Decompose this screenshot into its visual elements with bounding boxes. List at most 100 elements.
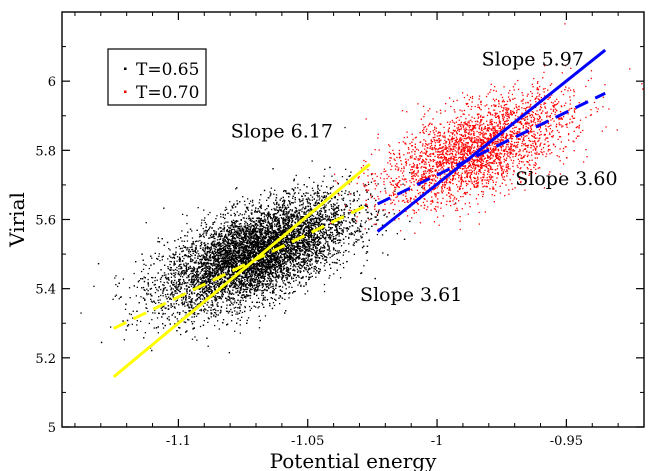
data-point xyxy=(271,229,273,231)
data-point xyxy=(333,253,336,255)
data-point xyxy=(286,207,288,209)
data-point xyxy=(348,221,351,223)
data-point xyxy=(306,246,308,248)
data-point xyxy=(316,241,318,243)
data-point xyxy=(239,275,241,277)
data-point xyxy=(284,219,287,221)
data-point xyxy=(219,261,222,263)
data-point xyxy=(189,296,191,298)
data-point xyxy=(269,273,272,275)
data-point xyxy=(319,218,321,220)
data-point xyxy=(288,238,290,240)
data-point xyxy=(193,316,195,318)
data-point xyxy=(267,224,269,227)
data-point xyxy=(226,255,228,257)
data-point xyxy=(245,275,247,277)
data-point xyxy=(213,315,215,317)
data-point xyxy=(144,332,146,334)
data-point xyxy=(289,265,292,267)
data-point xyxy=(261,292,263,294)
data-point xyxy=(185,295,187,297)
data-point xyxy=(202,254,204,256)
data-point xyxy=(147,310,149,313)
data-point xyxy=(319,197,321,199)
data-point xyxy=(318,223,320,225)
data-point xyxy=(310,272,312,274)
data-point xyxy=(296,213,298,216)
data-point xyxy=(323,231,325,233)
data-point xyxy=(275,263,278,266)
data-point xyxy=(270,217,272,220)
data-point xyxy=(309,258,311,260)
data-point xyxy=(251,205,253,207)
data-point xyxy=(180,333,182,336)
data-point xyxy=(211,286,213,288)
data-point xyxy=(258,245,260,247)
data-point xyxy=(293,188,295,191)
data-point xyxy=(189,289,191,291)
data-point xyxy=(221,271,224,273)
data-point xyxy=(243,226,246,228)
data-point xyxy=(249,283,251,285)
data-point xyxy=(279,276,281,278)
data-point xyxy=(169,285,171,287)
data-point xyxy=(191,237,194,239)
data-point xyxy=(335,242,337,245)
data-point xyxy=(264,268,266,270)
data-point xyxy=(238,248,240,250)
data-point xyxy=(300,209,302,211)
data-point xyxy=(284,226,286,228)
data-point xyxy=(286,245,288,247)
data-point xyxy=(259,269,261,271)
data-point xyxy=(292,292,294,294)
data-point xyxy=(246,288,249,290)
data-point xyxy=(247,287,249,289)
data-point xyxy=(169,298,171,300)
data-point xyxy=(222,239,224,241)
data-point xyxy=(178,313,181,315)
data-point xyxy=(136,286,138,288)
data-point xyxy=(253,230,255,232)
data-point xyxy=(204,302,206,304)
data-point xyxy=(270,223,272,225)
data-point xyxy=(259,289,261,291)
data-point xyxy=(256,234,258,236)
data-point xyxy=(297,187,299,189)
data-point xyxy=(346,227,348,229)
data-point xyxy=(268,254,271,257)
data-point xyxy=(285,254,288,256)
data-point xyxy=(208,248,211,250)
data-point xyxy=(231,284,233,286)
data-point xyxy=(236,229,238,231)
data-point xyxy=(309,247,311,249)
data-point xyxy=(334,249,337,252)
data-point xyxy=(233,248,235,250)
data-point xyxy=(340,214,342,217)
data-point xyxy=(294,199,296,201)
data-point xyxy=(289,282,292,285)
data-point xyxy=(291,221,293,224)
data-point xyxy=(325,230,327,232)
data-point xyxy=(169,249,171,251)
data-point xyxy=(183,246,185,248)
data-point xyxy=(132,317,134,319)
data-point xyxy=(277,221,279,223)
data-point xyxy=(185,247,187,249)
data-point xyxy=(178,290,180,292)
data-point xyxy=(353,234,355,236)
data-point xyxy=(153,301,156,303)
data-point xyxy=(341,176,344,178)
data-point xyxy=(252,264,254,266)
data-point xyxy=(358,198,360,200)
data-point xyxy=(326,216,328,218)
data-point xyxy=(287,252,289,254)
data-point xyxy=(258,230,261,232)
data-point xyxy=(310,231,312,233)
data-point xyxy=(326,249,328,251)
data-point xyxy=(225,260,227,262)
data-point xyxy=(277,266,279,268)
data-point xyxy=(267,215,270,217)
data-point xyxy=(215,286,217,288)
data-point xyxy=(223,279,225,282)
data-point xyxy=(270,192,272,195)
